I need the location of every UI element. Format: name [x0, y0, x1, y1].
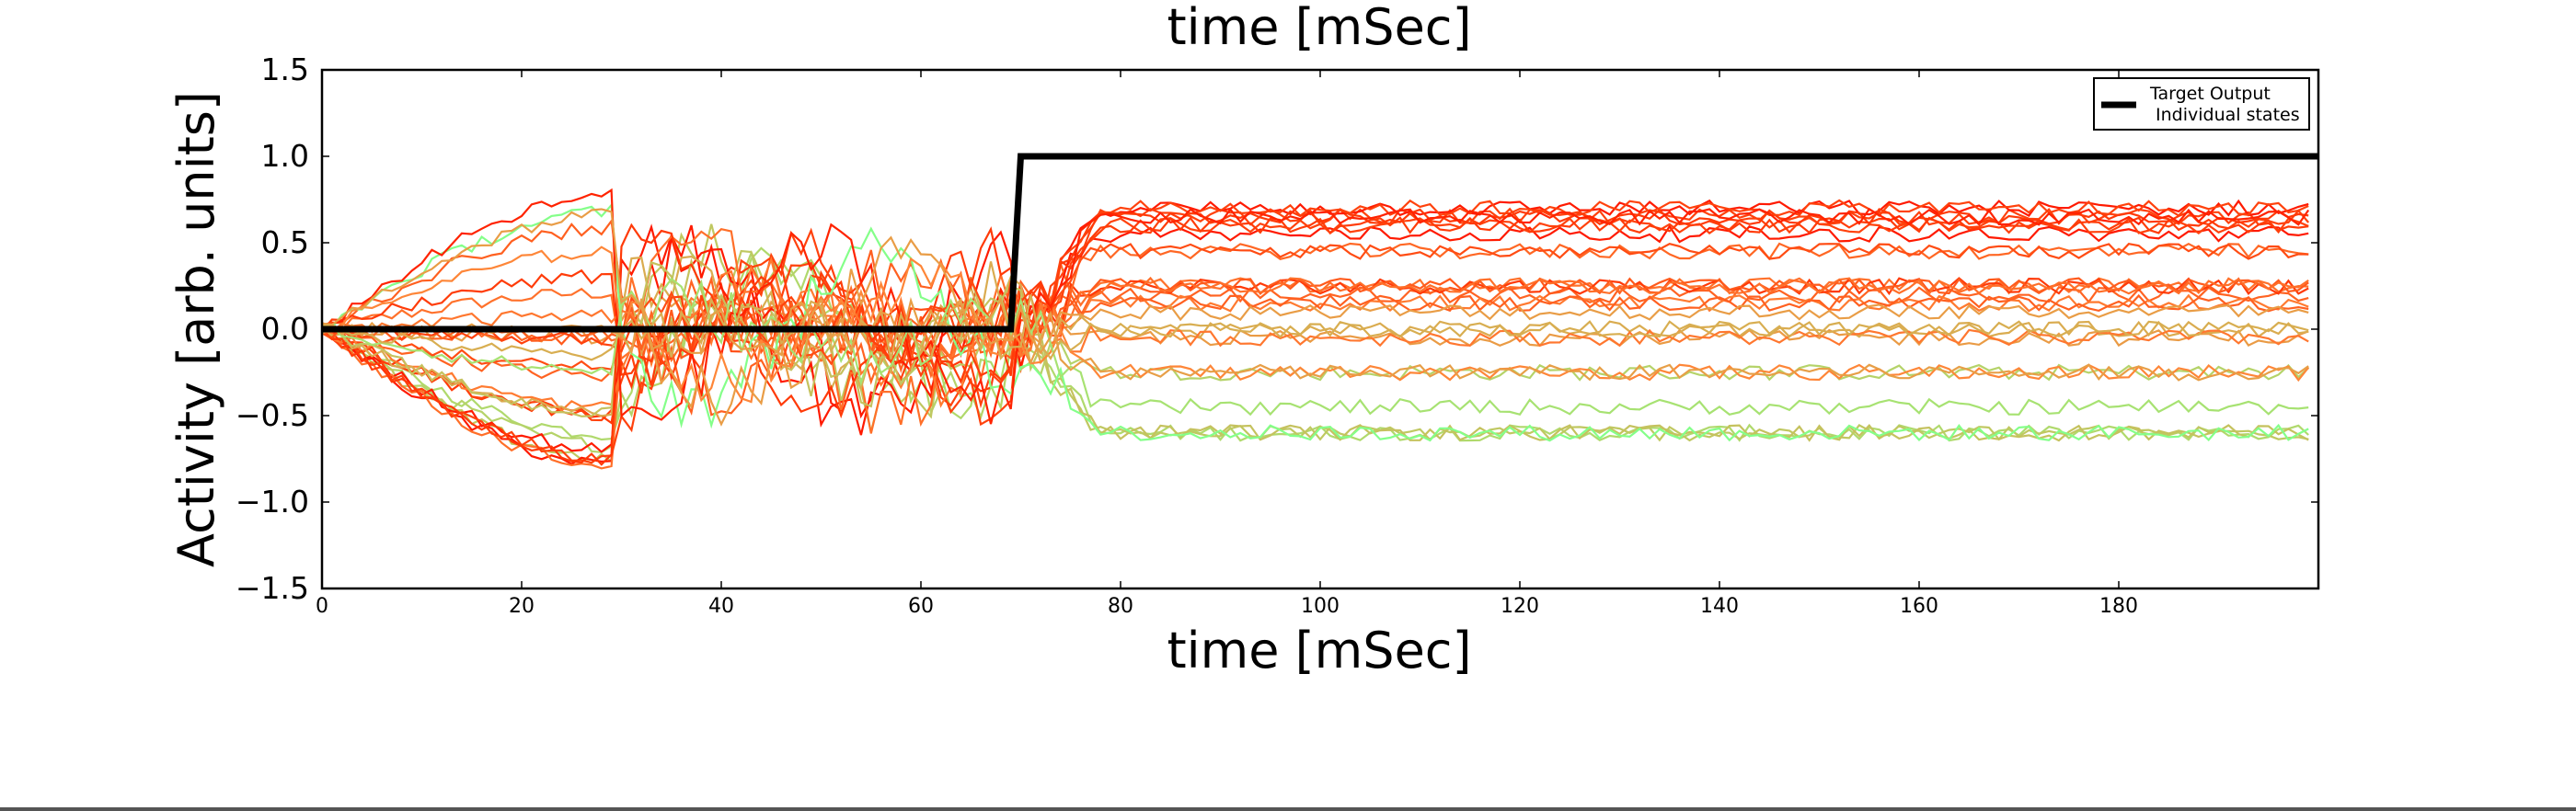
state-trace	[321, 199, 2309, 465]
bottom-rule	[0, 807, 2576, 811]
y-tick-label: 1.0	[261, 138, 309, 174]
state-trace	[321, 246, 2310, 404]
state-trace	[321, 202, 2309, 442]
axis-ticks: 0 20 40 60 80 100 120 140 160 180 1.5 1.0 0.5 0.0 −0.5…	[236, 51, 2318, 618]
y-axis-label: Activity [arb. units]	[167, 91, 225, 567]
series-layer	[321, 153, 2318, 470]
target-output-line	[322, 153, 2318, 333]
x-tick-label: 140	[1700, 595, 1739, 618]
x-tick-label: 20	[509, 595, 535, 618]
legend-states-label: Individual states	[2156, 105, 2300, 125]
x-tick-label: 180	[2099, 595, 2138, 618]
x-axis-label: time [mSec]	[1167, 622, 1471, 680]
chart-title: time [mSec]	[1167, 0, 1471, 56]
state-trace	[321, 289, 2309, 361]
state-trace	[321, 216, 2309, 384]
state-trace	[321, 257, 2309, 442]
x-tick-label: 120	[1501, 595, 1539, 618]
y-tick-label: −1.5	[236, 570, 309, 606]
x-tick-label: 100	[1301, 595, 1340, 618]
x-tick-label: 40	[708, 595, 734, 618]
y-tick-label: −0.5	[236, 397, 309, 433]
legend: Target Output Individual states	[2093, 77, 2310, 131]
y-tick-label: −1.0	[236, 484, 309, 520]
state-trace	[321, 216, 2309, 464]
legend-box	[2093, 77, 2310, 131]
x-tick-label: 0	[316, 595, 328, 618]
state-trace	[321, 208, 2309, 427]
y-tick-label: 0.0	[261, 311, 309, 347]
x-tick-label: 60	[908, 595, 934, 618]
state-trace	[321, 296, 2309, 382]
state-trace	[321, 188, 2310, 425]
legend-target-label: Target Output	[2149, 84, 2271, 104]
state-trace	[321, 295, 2309, 360]
x-tick-label: 80	[1108, 595, 1133, 618]
state-trace	[321, 199, 2309, 365]
x-tick-label: 160	[1900, 595, 1938, 618]
state-trace	[321, 228, 2309, 470]
y-tick-label: 0.5	[261, 224, 309, 260]
state-trace	[321, 243, 2309, 371]
y-tick-label: 1.5	[261, 51, 309, 87]
